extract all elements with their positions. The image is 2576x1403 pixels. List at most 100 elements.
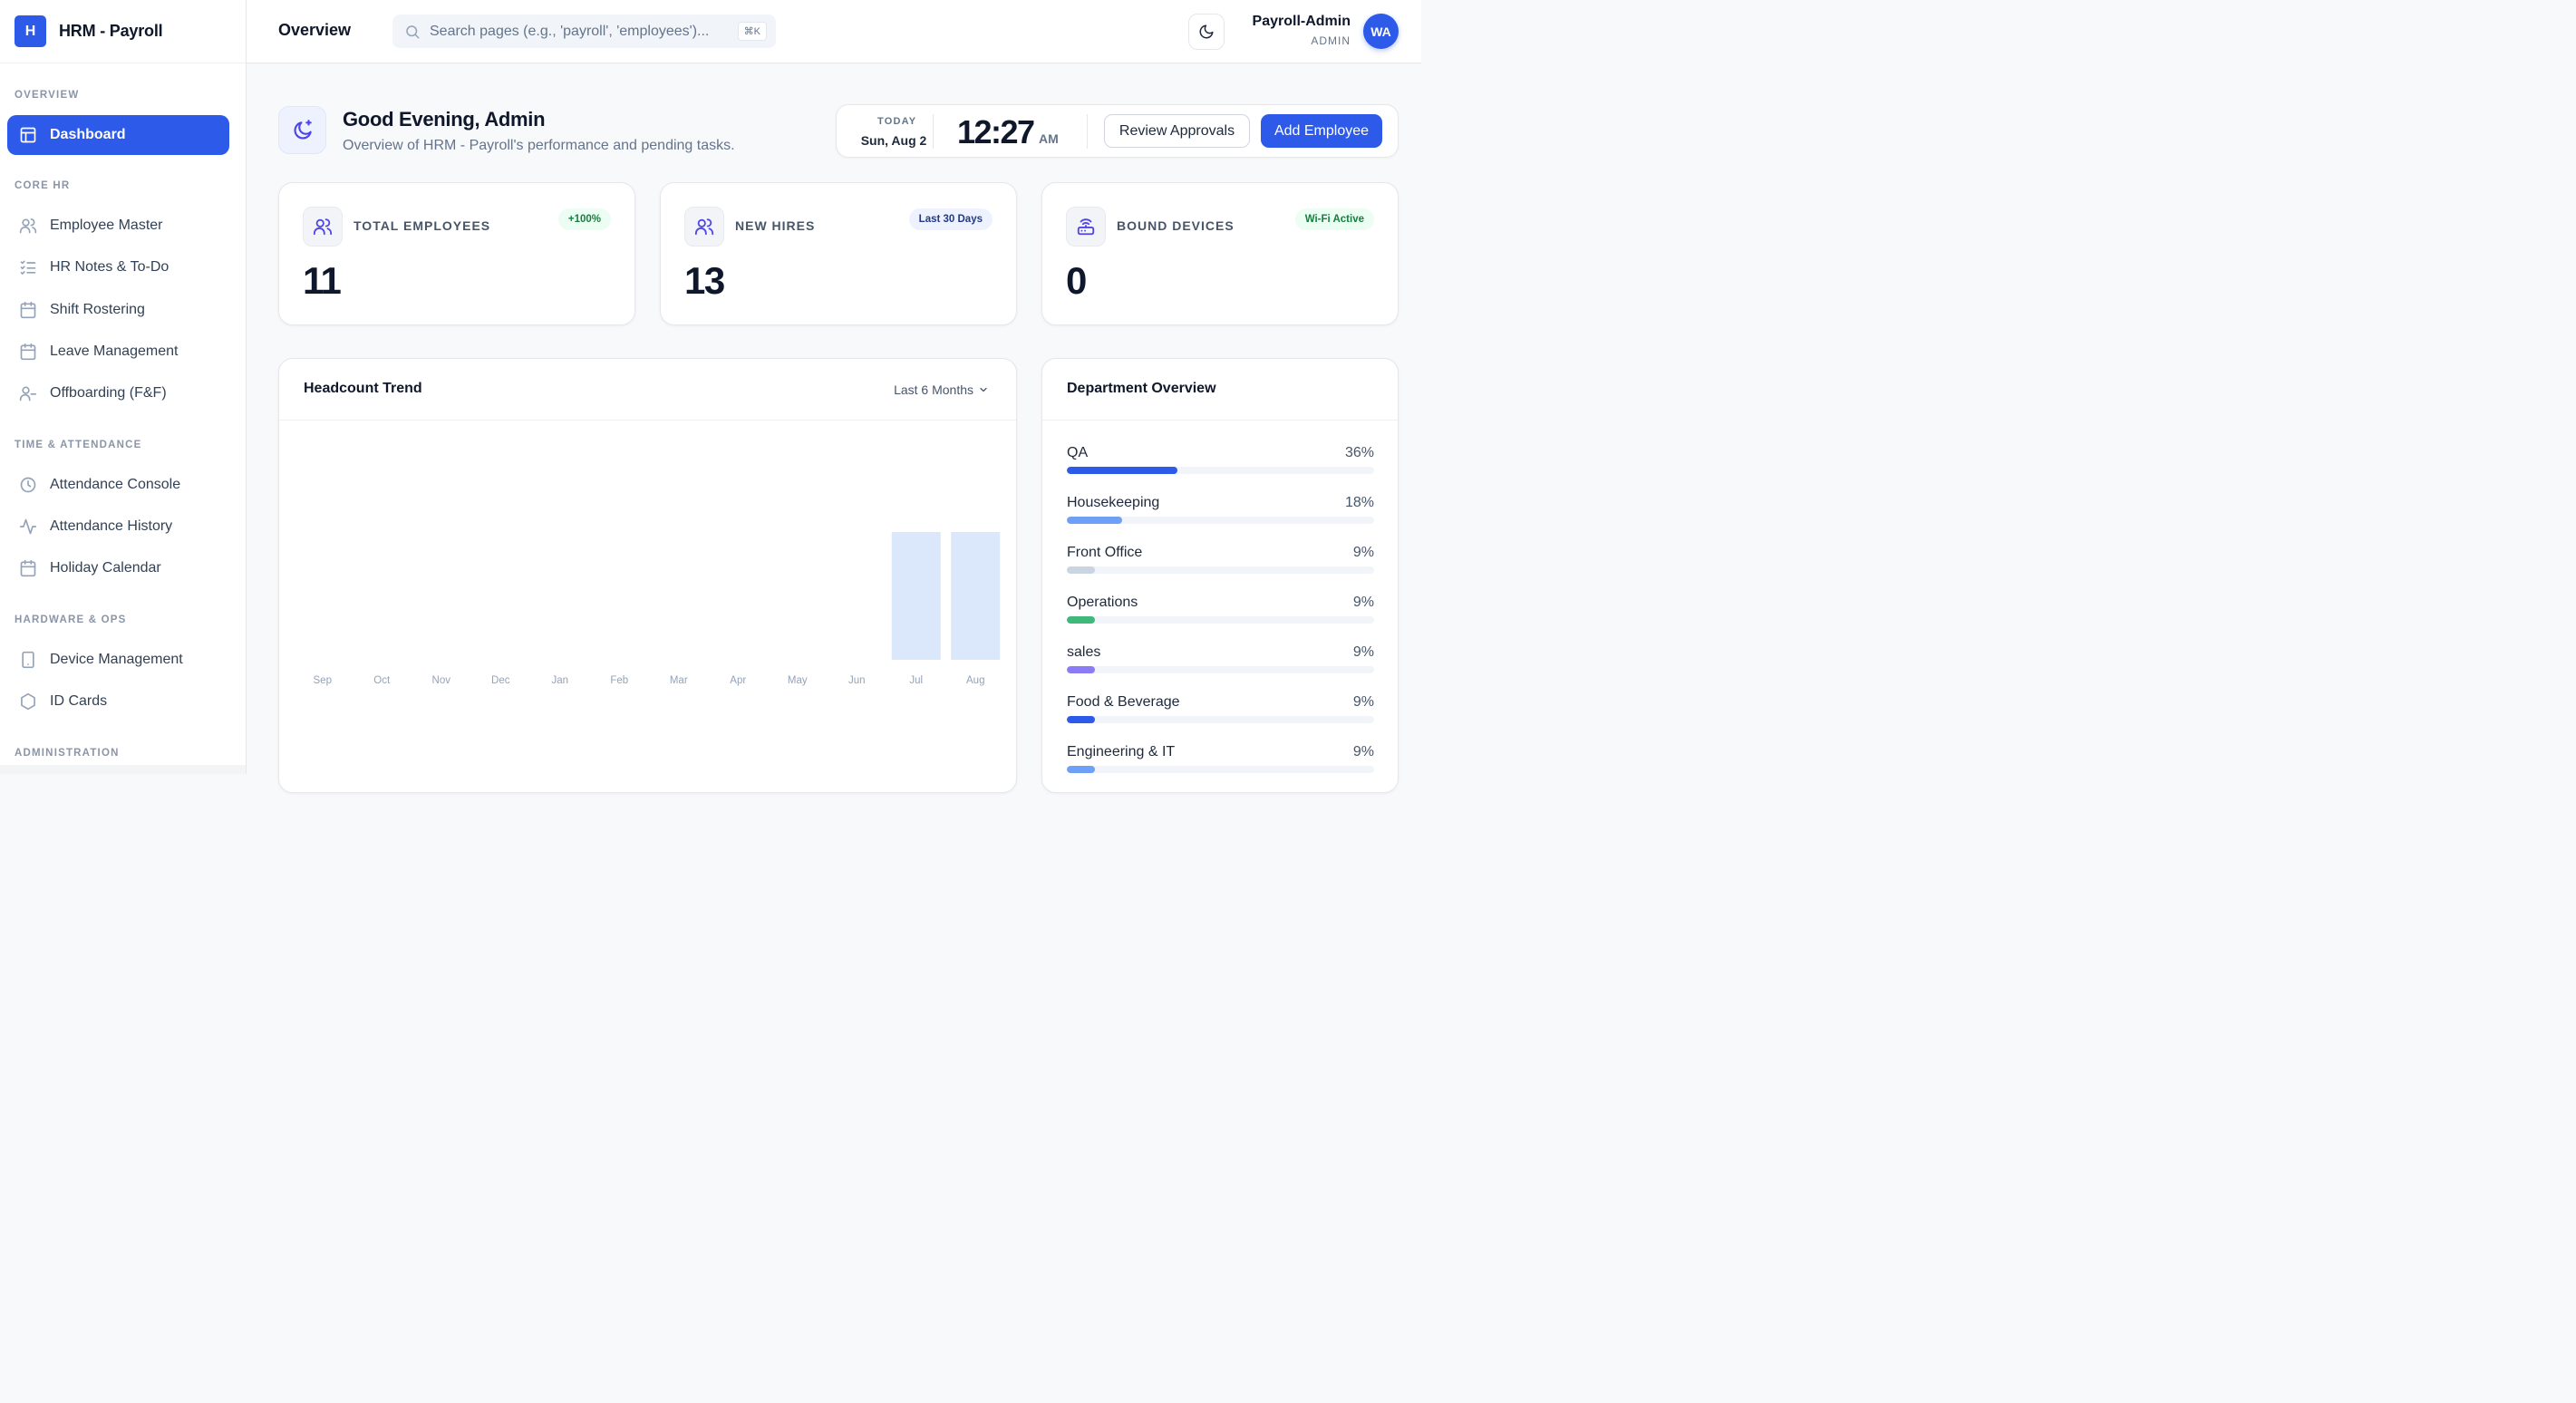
range-dropdown-label: Last 6 Months [894, 382, 973, 397]
sidebar-item-employee-master[interactable]: Employee Master [7, 206, 229, 246]
search-input[interactable]: Search pages (e.g., 'payroll', 'employee… [392, 15, 776, 48]
layout-icon [20, 127, 36, 143]
section-label-time-attendance: TIME & ATTENDANCE [15, 440, 142, 450]
department-name: sales [1067, 644, 1101, 660]
stat-label: TOTAL EMPLOYEES [353, 218, 491, 233]
department-percent: 9% [1352, 595, 1374, 610]
page-title: Overview [278, 21, 352, 39]
greeting-icon-box [278, 106, 326, 154]
clock-icon [20, 477, 36, 493]
chart-bar-aug[interactable] [951, 532, 1001, 660]
department-percent: 9% [1352, 694, 1374, 710]
greeting-title: Good Evening, Admin [343, 108, 546, 131]
sidebar-item-shift-rostering[interactable]: Shift Rostering [7, 290, 229, 330]
headcount-bar-chart: Sep Oct Nov Dec Jan Feb Mar Apr May Jun Jul Aug [314, 532, 1001, 686]
department-row: Engineering & IT 9% [1067, 744, 1374, 773]
department-percent: 9% [1352, 644, 1374, 660]
panel-title: Headcount Trend [304, 381, 422, 396]
brand[interactable]: H HRM - Payroll [0, 0, 246, 63]
panel-header: Headcount Trend Last 6 Months [279, 359, 1016, 421]
stat-value: 13 [684, 259, 725, 302]
greeting-subtitle: Overview of HRM - Payroll's performance … [343, 138, 735, 153]
chart-bar-jul[interactable] [891, 532, 941, 660]
time-ampm: AM [1039, 131, 1059, 146]
brand-name: HRM - Payroll [59, 22, 163, 40]
moon-icon [1199, 24, 1214, 39]
divider [1087, 114, 1088, 149]
users-icon [313, 218, 333, 236]
department-progress-fill [1067, 467, 1178, 474]
department-progress-fill [1067, 666, 1095, 673]
department-name: Operations [1067, 595, 1138, 610]
sidebar-item-device-management[interactable]: Device Management [7, 640, 229, 680]
range-dropdown[interactable]: Last 6 Months [894, 382, 989, 397]
sidebar-item-label: HR Notes & To-Do [50, 259, 169, 275]
moon-sparkle-icon [293, 119, 312, 140]
department-progress-track [1067, 716, 1374, 723]
department-percent: 9% [1352, 744, 1374, 760]
sidebar-item-label: Device Management [50, 652, 183, 667]
user-minus-icon [19, 386, 37, 402]
sidebar-item-holiday-calendar[interactable]: Holiday Calendar [7, 548, 229, 588]
stat-card-total-employees[interactable]: TOTAL EMPLOYEES +100% 11 [278, 182, 635, 325]
sidebar-item-label: Shift Rostering [50, 302, 145, 317]
sidebar-item-label: Leave Management [50, 343, 179, 359]
sidebar-item-label: Attendance History [50, 518, 173, 534]
top-header: Overview Search pages (e.g., 'payroll', … [247, 0, 1421, 63]
avatar[interactable]: WA [1363, 14, 1399, 49]
clock-card: TODAY Sun, Aug 2 12:27 AM Review Approva… [836, 104, 1399, 158]
stat-card-bound-devices[interactable]: BOUND DEVICES Wi-Fi Active 0 [1041, 182, 1399, 325]
today-date: Sun, Aug 2 [860, 133, 927, 148]
department-name: Front Office [1067, 545, 1143, 560]
department-overview-panel: Department Overview QA 36% Housekeeping 18%… [1041, 358, 1399, 793]
review-approvals-button[interactable]: Review Approvals [1104, 114, 1250, 148]
sidebar-item-label: Employee Master [50, 218, 163, 233]
calendar-icon [20, 343, 36, 361]
department-percent: 18% [1344, 495, 1374, 510]
stat-value: 11 [303, 259, 342, 302]
section-label-administration: ADMINISTRATION [15, 748, 120, 759]
department-progress-fill [1067, 616, 1095, 624]
x-tick-label: Apr [730, 675, 746, 686]
x-tick-label: Feb [610, 675, 628, 686]
list-checks-icon [20, 260, 36, 275]
sidebar-item-attendance-console[interactable]: Attendance Console [7, 465, 229, 505]
search-placeholder: Search pages (e.g., 'payroll', 'employee… [430, 23, 710, 39]
sidebar-item-label: Dashboard [50, 127, 126, 142]
add-employee-button[interactable]: Add Employee [1261, 114, 1382, 148]
sidebar-item-hr-notes[interactable]: HR Notes & To-Do [7, 247, 229, 287]
department-row: Front Office 9% [1067, 545, 1374, 574]
x-tick-label: May [788, 675, 808, 686]
sidebar-item-id-cards[interactable]: ID Cards [7, 682, 229, 721]
stat-card-new-hires[interactable]: NEW HIRES Last 30 Days 13 [660, 182, 1017, 325]
department-percent: 9% [1352, 545, 1374, 560]
department-name: QA [1067, 445, 1089, 460]
users-icon [19, 218, 37, 234]
hexagon-icon [21, 692, 35, 711]
department-progress-fill [1067, 517, 1123, 524]
department-row: QA 36% [1067, 445, 1374, 474]
department-row: sales 9% [1067, 644, 1374, 673]
department-progress-track [1067, 467, 1374, 474]
stat-value: 0 [1066, 259, 1087, 302]
department-name: Food & Beverage [1067, 694, 1180, 710]
sidebar-scroll-edge [0, 765, 246, 774]
sidebar-item-leave-management[interactable]: Leave Management [7, 332, 229, 372]
sidebar-item-attendance-history[interactable]: Attendance History [7, 507, 229, 547]
stat-icon-box [1066, 207, 1106, 247]
department-row: Operations 9% [1067, 595, 1374, 624]
department-percent: 36% [1344, 445, 1374, 460]
department-progress-track [1067, 616, 1374, 624]
status-badge: Last 30 Days [908, 208, 993, 230]
x-tick-label: Jul [909, 675, 923, 686]
user-name[interactable]: Payroll-Admin [1252, 14, 1351, 29]
department-row: Food & Beverage 9% [1067, 694, 1374, 723]
sidebar-item-offboarding[interactable]: Offboarding (F&F) [7, 373, 229, 413]
sidebar-item-dashboard[interactable]: Dashboard [7, 115, 229, 155]
status-badge: +100% [557, 208, 611, 230]
status-badge: Wi-Fi Active [1294, 208, 1374, 230]
department-progress-track [1067, 517, 1374, 524]
tablet-icon [22, 651, 34, 669]
users-icon [694, 218, 714, 236]
theme-toggle-button[interactable] [1188, 14, 1225, 50]
